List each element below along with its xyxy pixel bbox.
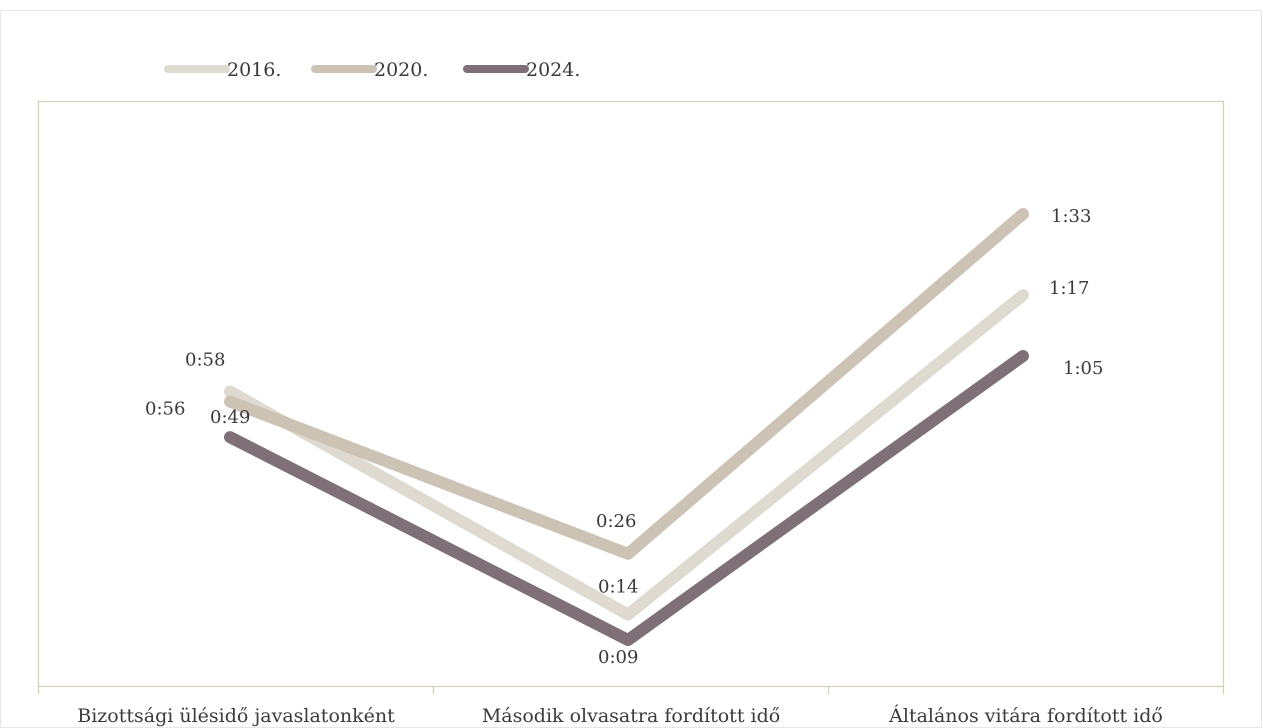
data-label-2024-2: 1:05	[1063, 358, 1103, 379]
series-line-2016	[224, 289, 1029, 621]
series-line-2020	[224, 208, 1029, 560]
data-label-2016-1: 0:14	[598, 577, 638, 598]
data-label-2020-1: 0:26	[596, 511, 636, 532]
data-label-2020-2: 1:33	[1051, 206, 1091, 227]
legend-label-0: 2016.	[227, 59, 281, 81]
data-label-2024-1: 0:09	[598, 647, 638, 668]
data-labels: 0:58 0:14 1:17 0:56 0:26 1:33 0:49 0:09 1:05	[145, 206, 1103, 668]
data-label-2016-2: 1:17	[1049, 278, 1089, 299]
series-lines	[224, 208, 1029, 646]
x-axis: Bizottsági ülésidő javaslatonként Második…	[37, 687, 1225, 727]
x-tick-label-2: Általános vitára fordított idő	[888, 704, 1163, 727]
data-label-2024-0: 0:49	[210, 407, 250, 428]
series-line-2024	[224, 350, 1029, 646]
legend-label-2: 2024.	[526, 59, 580, 81]
x-tick-label-0: Bizottsági ülésidő javaslatonként	[77, 705, 395, 727]
x-tick-label-1: Második olvasatra fordított idő	[482, 705, 780, 727]
plot-area	[37, 100, 1225, 688]
legend-label-1: 2020.	[374, 59, 428, 81]
data-label-2016-0: 0:58	[185, 350, 225, 371]
legend: 2016. 2020. 2024.	[164, 59, 580, 81]
data-label-2020-0: 0:56	[145, 399, 185, 420]
